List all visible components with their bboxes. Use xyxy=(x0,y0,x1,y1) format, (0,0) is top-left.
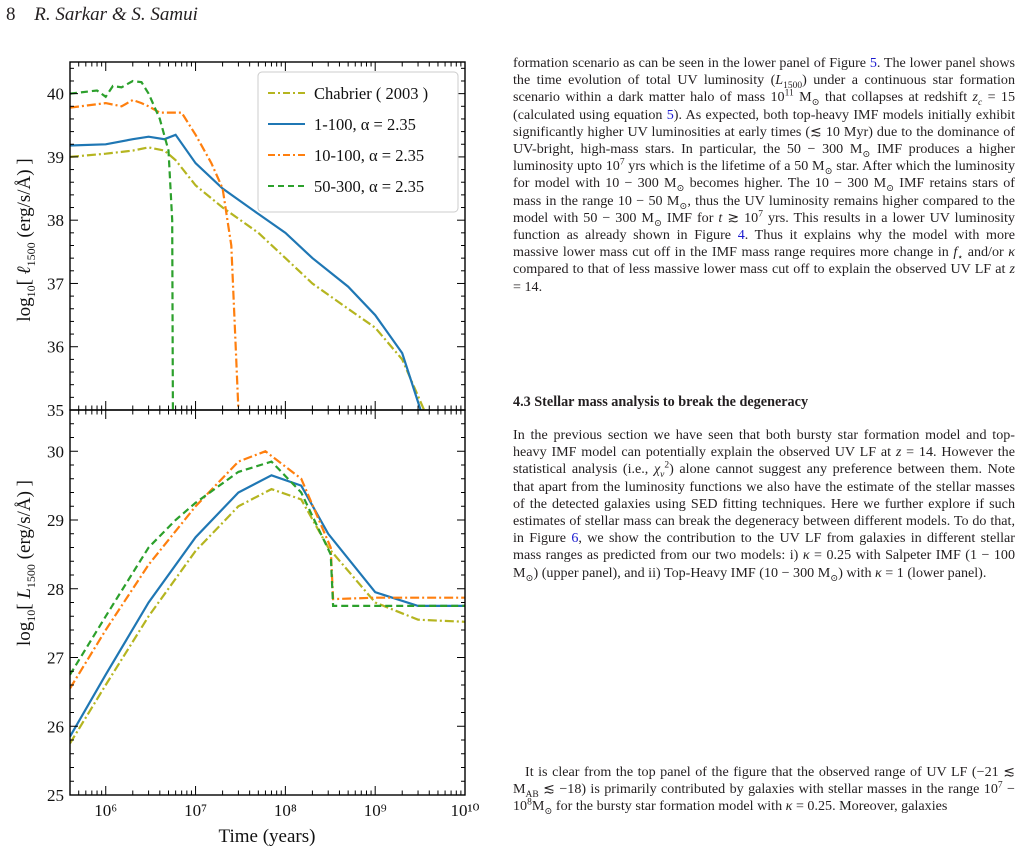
x-tick-label: 10¹⁰ xyxy=(451,801,480,820)
upper-series-3 xyxy=(70,79,174,410)
lower-series-3 xyxy=(70,460,465,676)
upper-y-tick-label: 35 xyxy=(47,401,64,420)
upper-y-tick-label: 37 xyxy=(47,274,65,293)
legend-label-chabrier: Chabrier ( 2003 ) xyxy=(314,84,428,103)
x-axis-label: Time (years) xyxy=(219,826,316,847)
lower-y-tick-label: 29 xyxy=(47,511,64,530)
paragraph-1: formation scenario as can be seen in the… xyxy=(513,55,1016,295)
lower-series-1 xyxy=(70,474,465,738)
legend-box xyxy=(257,71,459,213)
lower-series-0 xyxy=(70,487,465,744)
legend: Chabrier ( 2003 ) 1-100, α = 2.35 10-100… xyxy=(257,71,459,213)
x-tick-label: 10⁶ xyxy=(94,801,117,820)
figure-5: 35 36 37 38 39 40 25 26 27 28 29 30 10⁶ 10⁷ 10⁸ 10⁹ 10¹… xyxy=(14,61,480,847)
upper-series-1 xyxy=(70,133,422,410)
legend-label-50-300: 50-300, α = 2.35 xyxy=(314,177,424,196)
lower-panel: 25 26 27 28 29 30 10⁶ 10⁷ 10⁸ 10⁹ 10¹⁰ xyxy=(47,409,480,820)
upper-y-tick-label: 40 xyxy=(47,85,64,104)
lower-y-tick-label: 27 xyxy=(47,649,65,668)
upper-y-tick-label: 36 xyxy=(47,338,64,357)
legend-label-10-100: 10-100, α = 2.35 xyxy=(314,146,424,165)
paragraph-3: It is clear from the top panel of the fi… xyxy=(513,764,1015,818)
x-tick-label: 10⁹ xyxy=(364,801,387,820)
x-tick-label: 10⁸ xyxy=(274,801,297,820)
page-header: 8 R. Sarkar & S. Samui xyxy=(6,4,198,26)
upper-y-tick-label: 39 xyxy=(47,148,64,167)
lower-series-2 xyxy=(70,450,465,689)
legend-label-1-100: 1-100, α = 2.35 xyxy=(314,115,416,134)
upper-y-tick-label: 38 xyxy=(47,211,64,230)
lower-y-tick-label: 28 xyxy=(47,580,64,599)
section-heading: 4.3 Stellar mass analysis to break the d… xyxy=(513,394,809,410)
upper-y-axis-label: log10[ ℓ1500 (erg/s/Å) ] xyxy=(14,158,38,321)
page-number: 8 xyxy=(6,4,16,25)
upper-panel: 35 36 37 38 39 40 xyxy=(47,61,466,420)
upper-series-0 xyxy=(70,146,426,410)
running-authors: R. Sarkar & S. Samui xyxy=(34,4,198,25)
lower-y-axis-label: log10[ L1500 (erg/s/Å) ] xyxy=(14,480,38,646)
x-tick-label: 10⁷ xyxy=(184,801,207,820)
paragraph-2: In the previous section we have seen tha… xyxy=(513,427,1016,584)
lower-y-tick-label: 30 xyxy=(47,442,64,461)
lower-y-tick-label: 26 xyxy=(47,717,64,736)
lower-y-tick-label: 25 xyxy=(47,786,64,805)
upper-series-2 xyxy=(70,98,240,410)
